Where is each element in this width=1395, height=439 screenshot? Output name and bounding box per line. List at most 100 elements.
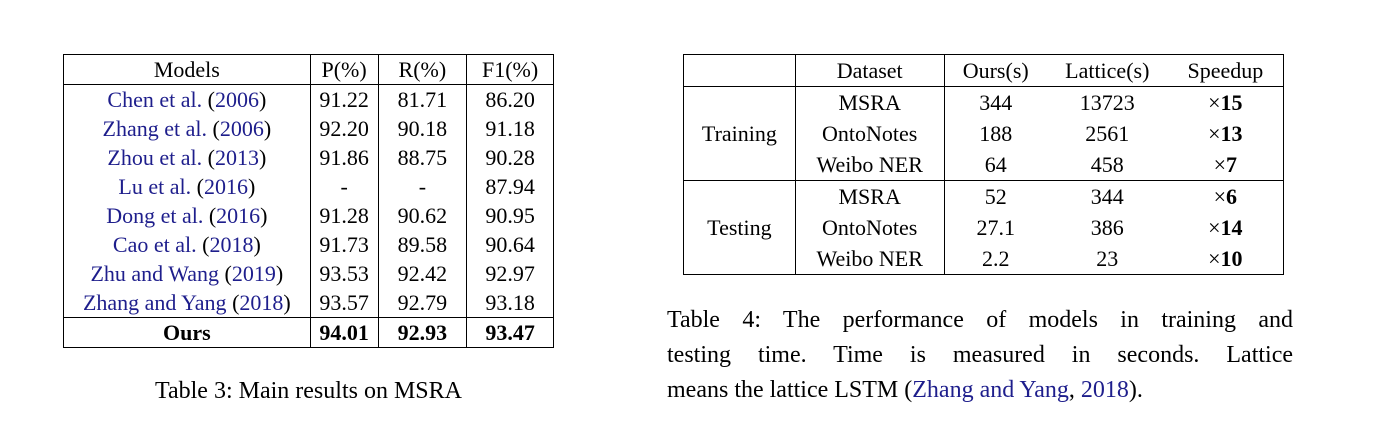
model-year-paren-close: )	[275, 261, 284, 286]
lattice-time-cell: 2561	[1085, 121, 1130, 146]
ours-time-cell: 188	[943, 118, 1047, 149]
dataset-cell: MSRA	[794, 86, 945, 118]
times-symbol: ×	[1208, 90, 1221, 115]
metric-p-cell: 91.28	[309, 201, 379, 230]
model-year-paren-open: (	[207, 145, 215, 170]
table-row: Training MSRA 344 13723 ×15	[684, 86, 1284, 146]
model-author-link[interactable]: Dong et al.	[106, 203, 204, 228]
caption-line-1: Table 4: The performance of models in tr…	[667, 307, 1293, 333]
speedup-cell: ×14	[1168, 212, 1284, 243]
times-symbol: ×	[1208, 121, 1221, 146]
speedup-cell: ×15	[1168, 87, 1284, 119]
speedup-factor: 10	[1220, 246, 1243, 271]
metric-p-cell: 91.86	[309, 143, 379, 172]
model-year-link[interactable]: 2016	[203, 174, 248, 199]
model-year-link[interactable]: 2018	[209, 232, 254, 257]
times-symbol: ×	[1213, 152, 1227, 177]
speedup-value: ×15	[1208, 87, 1242, 118]
metric-p-cell: 93.53	[309, 259, 379, 288]
model-year-paren-close: )	[258, 145, 267, 170]
model-author-link[interactable]: Zhang and Yang	[82, 290, 227, 315]
table-row: OntoNotes 27.1 386 ×14	[684, 212, 1284, 243]
metric-r-cell: 90.18	[377, 114, 467, 143]
metric-f1-cell: 87.94	[466, 172, 554, 201]
citation-year-link[interactable]: 2018	[1080, 377, 1129, 403]
model-cell: Zhang and Yang (2018)	[64, 288, 311, 318]
model-year-paren-close: )	[247, 174, 256, 199]
lattice-time-cell: 344	[1046, 180, 1168, 212]
table-row: Zhang and Yang (2018) 93.57 92.79 93.18	[64, 288, 554, 318]
metric-r-cell: 89.58	[377, 230, 467, 259]
table-3-ours-row: Ours 94.01 92.93 93.47	[63, 317, 554, 348]
speedup-cell: ×13	[1168, 118, 1284, 149]
table-row: Zhu and Wang (2019) 93.53 92.42 92.97	[64, 259, 554, 288]
citation-author-link[interactable]: Zhang and Yang	[912, 377, 1069, 403]
table-row: OntoNotes 188 2561 ×13	[684, 118, 1284, 149]
model-year-paren-close: )	[253, 232, 261, 257]
metric-p-cell: 91.22	[309, 84, 379, 114]
times-symbol: ×	[1213, 184, 1227, 209]
metric-f1-cell: 91.18	[466, 114, 554, 143]
metric-r-cell: -	[377, 172, 467, 201]
model-year-paren-open: (	[208, 203, 217, 228]
lattice-time-cell: 23	[1096, 246, 1119, 271]
speedup-value: ×13	[1208, 118, 1242, 149]
table-4: Dataset Ours(s) Lattice(s) Speedup Train…	[683, 54, 1284, 275]
metric-r-cell: 90.62	[377, 201, 467, 230]
metric-f1-cell: 92.97	[466, 259, 554, 288]
lattice-time-cell: 386	[1090, 215, 1124, 240]
speedup-factor: 13	[1220, 121, 1243, 146]
model-year-paren-close: )	[263, 116, 272, 141]
metric-r-cell: 92.79	[377, 288, 467, 318]
metric-f1-cell: 90.28	[466, 143, 554, 172]
model-year-paren-close: )	[283, 290, 291, 315]
model-author-link[interactable]: Chen et al.	[107, 87, 203, 112]
table-3: Models P(%) R(%) F1(%) Chen et al. (2006…	[63, 54, 554, 348]
model-cell: Cao et al. (2018)	[64, 230, 311, 259]
dataset-cell: Weibo NER	[794, 243, 945, 275]
ours-label: Ours	[63, 317, 311, 348]
metric-p-cell: 91.73	[309, 230, 379, 259]
citation-separator: ,	[1068, 377, 1081, 403]
model-author-link[interactable]: Cao et al.	[112, 232, 197, 257]
model-year-paren-open: (	[224, 261, 232, 286]
table-4-caption: Table 4: The performance of models in tr…	[667, 303, 1293, 408]
model-cell: Zhang et al. (2006)	[64, 114, 311, 143]
lattice-time-cell: 13723	[1079, 90, 1135, 115]
model-year-link[interactable]: 2018	[239, 290, 284, 315]
header-lattice-time: Lattice(s)	[1046, 54, 1168, 87]
model-year-link[interactable]: 2006	[214, 87, 259, 112]
caption-line-3: means the lattice LSTM (Zhang and Yang, …	[667, 373, 1293, 408]
metric-p-cell: -	[309, 172, 379, 201]
model-year-paren-open: (	[202, 232, 210, 257]
ours-time-cell: 2.2	[943, 243, 1047, 275]
table-3-body: Chen et al. (2006) 91.22 81.71 86.20 Zhang e…	[64, 84, 554, 318]
ours-time-cell: 27.1	[943, 212, 1047, 243]
ours-precision: 94.01	[309, 317, 379, 348]
model-author-link[interactable]: Zhu and Wang	[90, 261, 220, 286]
model-author-link[interactable]: Zhou et al.	[107, 145, 203, 170]
dataset-cell: Weibo NER	[794, 149, 945, 181]
model-author-link[interactable]: Zhang et al.	[102, 116, 207, 141]
speedup-cell: ×10	[1168, 243, 1284, 275]
table-row: Weibo NER 2.2 23 ×10	[684, 243, 1284, 275]
dataset-cell: OntoNotes	[794, 212, 945, 243]
metric-r-cell: 88.75	[377, 143, 467, 172]
model-year-link[interactable]: 2006	[219, 116, 264, 141]
ours-time-cell: 344	[943, 86, 1047, 118]
speedup-cell: ×6	[1167, 180, 1284, 212]
table-3-caption: Table 3: Main results on MSRA	[155, 378, 462, 404]
model-year-link[interactable]: 2013	[214, 145, 259, 170]
metric-f1-cell: 93.18	[466, 288, 554, 318]
model-year-link[interactable]: 2019	[231, 261, 276, 286]
model-author-link[interactable]: Lu et al.	[118, 174, 192, 199]
header-f1: F1(%)	[466, 54, 554, 85]
model-year-paren-close: )	[260, 203, 268, 228]
header-dataset: Dataset	[794, 54, 945, 87]
ours-recall: 92.93	[377, 317, 467, 348]
table-4-header-row: Dataset Ours(s) Lattice(s) Speedup	[683, 54, 1284, 87]
header-speedup: Speedup	[1167, 54, 1284, 87]
model-cell: Chen et al. (2006)	[64, 85, 311, 115]
model-year-link[interactable]: 2016	[216, 203, 261, 228]
header-models: Models	[63, 54, 311, 85]
